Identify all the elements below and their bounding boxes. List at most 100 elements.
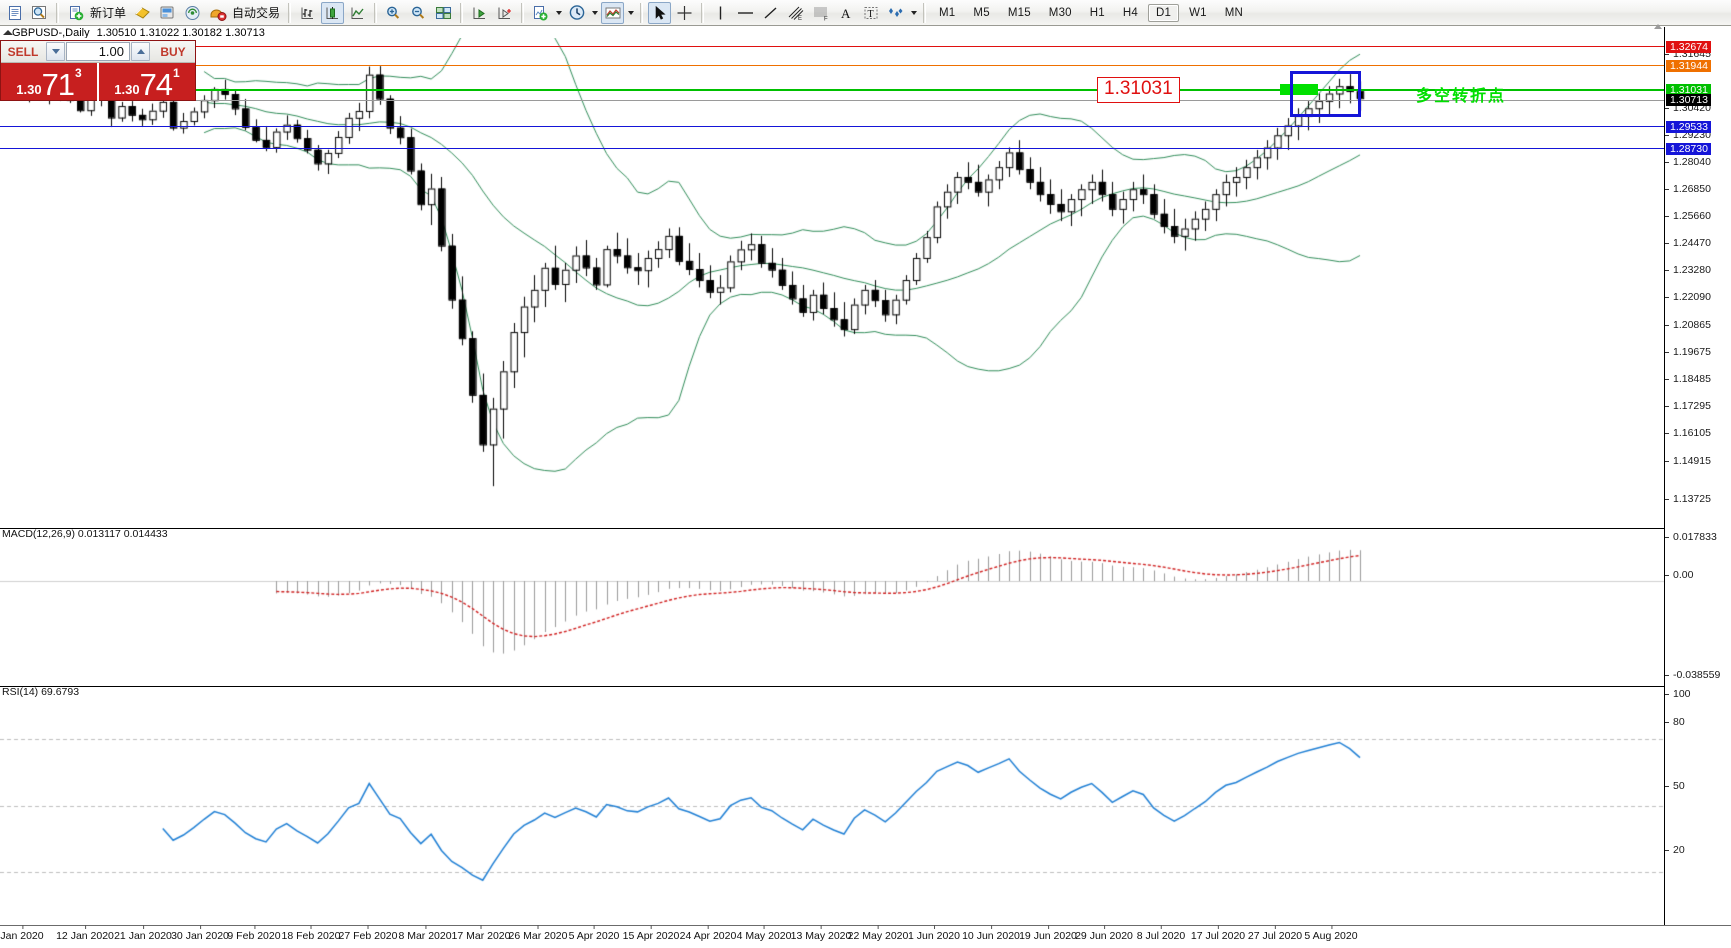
text-label-icon[interactable]: T bbox=[859, 2, 882, 24]
hline-current-price-130713[interactable] bbox=[0, 100, 1664, 101]
macd-tick: -0.038559 bbox=[1665, 670, 1720, 681]
price-tick: 1.25660 bbox=[1665, 211, 1711, 222]
date-tick: 5 Aug 2020 bbox=[1304, 925, 1358, 942]
hline-support-128730[interactable] bbox=[0, 148, 1664, 149]
sell-price-fraction: 3 bbox=[75, 66, 82, 80]
autotrading-icon[interactable] bbox=[206, 2, 229, 24]
date-tick: 15 Apr 2020 bbox=[622, 925, 680, 942]
candlestick-chart-icon[interactable] bbox=[321, 1, 345, 24]
price-tick: 1.18485 bbox=[1665, 374, 1711, 385]
arrows-icon[interactable] bbox=[884, 2, 907, 24]
macd-indicator-pane[interactable] bbox=[0, 528, 1664, 685]
equidistant-channel-icon[interactable]: E bbox=[784, 2, 807, 24]
new-order-icon[interactable] bbox=[64, 2, 87, 24]
zoom-out-icon[interactable] bbox=[407, 2, 430, 24]
price-tick: 1.23280 bbox=[1665, 265, 1711, 276]
tile-windows-icon[interactable] bbox=[432, 2, 455, 24]
autotrading-label[interactable]: 自动交易 bbox=[232, 6, 281, 20]
bar-chart-icon[interactable] bbox=[296, 2, 319, 24]
price-marker-label[interactable]: 1.31031 bbox=[1666, 84, 1711, 96]
expert-advisors-icon[interactable] bbox=[131, 2, 154, 24]
date-scale[interactable]: Jan 2020 12 Jan 2020 21 Jan 2020 30 Jan 202… bbox=[0, 925, 1731, 948]
price-scale[interactable]: 1.31645 1.30420 1.29230 1.28040 1.26850 1.256… bbox=[1664, 27, 1731, 925]
toolbar-separator bbox=[56, 2, 59, 23]
volume-increase-button[interactable] bbox=[131, 42, 150, 61]
toolbar-separator-3 bbox=[374, 2, 378, 23]
macd-tick: 0.00 bbox=[1665, 570, 1693, 581]
crosshair-icon[interactable] bbox=[673, 2, 696, 24]
date-tick: 4 May 2020 bbox=[736, 925, 792, 942]
price-marker-label[interactable]: 1.28730 bbox=[1666, 143, 1711, 155]
tab-timeframe-mn[interactable]: MN bbox=[1224, 6, 1244, 19]
tab-timeframe-m5[interactable]: M5 bbox=[973, 6, 990, 19]
tab-timeframe-h1[interactable]: H1 bbox=[1089, 6, 1105, 19]
price-chart-pane[interactable] bbox=[0, 38, 1664, 527]
vertical-line-icon[interactable] bbox=[709, 2, 732, 24]
hline-resistance-132674[interactable] bbox=[0, 46, 1664, 47]
sell-price-main: 71 bbox=[41, 67, 75, 102]
svg-text:F: F bbox=[824, 16, 828, 21]
rsi-indicator-pane[interactable] bbox=[0, 686, 1664, 925]
period-clock-icon[interactable] bbox=[565, 2, 588, 24]
zoom-in-icon[interactable] bbox=[382, 2, 405, 24]
price-marker-label[interactable]: 1.31944 bbox=[1666, 60, 1711, 72]
chart-expand-triangle-icon bbox=[3, 30, 13, 35]
hline-support-129533[interactable] bbox=[0, 126, 1664, 127]
new-chart-dropdown-icon[interactable] bbox=[553, 2, 564, 24]
price-tick: 1.26850 bbox=[1665, 184, 1711, 195]
price-marker-label[interactable]: 1.32674 bbox=[1666, 41, 1711, 53]
date-tick: 21 Jan 2020 bbox=[114, 925, 172, 942]
tab-timeframe-m1[interactable]: M1 bbox=[939, 6, 956, 19]
rsi-canvas bbox=[0, 687, 1664, 925]
one-click-trading-panel[interactable]: SELL 1.00 BUY 1.30 71 3 1.30 74 1 bbox=[0, 40, 196, 101]
one-click-price-row: 1.30 71 3 1.30 74 1 bbox=[1, 63, 195, 101]
new-chart-icon[interactable] bbox=[529, 2, 552, 24]
price-tick: 1.13725 bbox=[1665, 494, 1711, 505]
tab-timeframe-m30[interactable]: M30 bbox=[1048, 6, 1072, 19]
chinese-annotation-label[interactable]: 多空转折点 bbox=[1416, 88, 1507, 105]
arrows-dropdown-icon[interactable] bbox=[908, 2, 919, 24]
rsi-label: RSI(14) 69.6793 bbox=[2, 686, 80, 698]
date-tick: 5 Apr 2020 bbox=[568, 925, 620, 942]
document-icon[interactable] bbox=[3, 2, 26, 24]
buy-button[interactable]: 1.30 74 1 bbox=[97, 63, 195, 101]
blue-selection-rectangle[interactable] bbox=[1290, 71, 1361, 117]
chart-shift-icon[interactable] bbox=[468, 2, 491, 24]
price-marker-label[interactable]: 1.29533 bbox=[1666, 121, 1711, 133]
auto-scroll-icon[interactable] bbox=[493, 2, 516, 24]
signals-icon[interactable] bbox=[181, 2, 204, 24]
line-chart-icon[interactable] bbox=[346, 2, 369, 24]
period-dropdown-icon[interactable] bbox=[589, 2, 600, 24]
price-callout-label[interactable]: 1.31031 bbox=[1097, 77, 1180, 103]
tab-timeframe-d1[interactable]: D1 bbox=[1148, 3, 1180, 22]
market-watch-icon[interactable] bbox=[28, 2, 51, 24]
chart-symbol-header: GBPUSD-,Daily 1.30510 1.31022 1.30182 1.3… bbox=[0, 27, 1731, 39]
volume-input[interactable]: 1.00 bbox=[66, 42, 130, 61]
tab-timeframe-m15[interactable]: M15 bbox=[1007, 6, 1031, 19]
tab-timeframe-w1[interactable]: W1 bbox=[1189, 6, 1207, 19]
tab-timeframe-h4[interactable]: H4 bbox=[1122, 6, 1138, 19]
toolbar-separator-5 bbox=[521, 2, 525, 23]
toolbar-separator-4 bbox=[460, 2, 464, 23]
date-tick: 1 Jun 2020 bbox=[908, 925, 960, 942]
price-tick: 1.16105 bbox=[1665, 428, 1711, 439]
chart-scroll-up-icon[interactable] bbox=[1654, 22, 1663, 31]
cursor-icon[interactable] bbox=[648, 1, 672, 24]
horizontal-line-icon[interactable] bbox=[734, 2, 757, 24]
fibonacci-icon[interactable]: F bbox=[809, 2, 832, 24]
new-order-label[interactable]: 新订单 bbox=[90, 6, 127, 20]
volume-decrease-button[interactable] bbox=[46, 42, 65, 61]
text-icon[interactable]: A bbox=[834, 2, 857, 24]
trend-line-icon[interactable] bbox=[759, 2, 782, 24]
sell-button[interactable]: 1.30 71 3 bbox=[1, 63, 97, 101]
templates-icon[interactable] bbox=[601, 1, 625, 24]
date-tick: 18 Feb 2020 bbox=[281, 925, 341, 942]
rsi-tick: 80 bbox=[1665, 717, 1685, 728]
rsi-tick: 100 bbox=[1665, 689, 1691, 700]
hline-resistance-131944[interactable] bbox=[0, 65, 1664, 66]
date-tick: 26 Mar 2020 bbox=[508, 925, 568, 942]
hline-pivot-131031[interactable] bbox=[0, 89, 1664, 91]
terminal-icon[interactable] bbox=[156, 2, 179, 24]
price-marker-label[interactable]: 1.30713 bbox=[1666, 94, 1711, 106]
templates-dropdown-icon[interactable] bbox=[625, 2, 636, 24]
